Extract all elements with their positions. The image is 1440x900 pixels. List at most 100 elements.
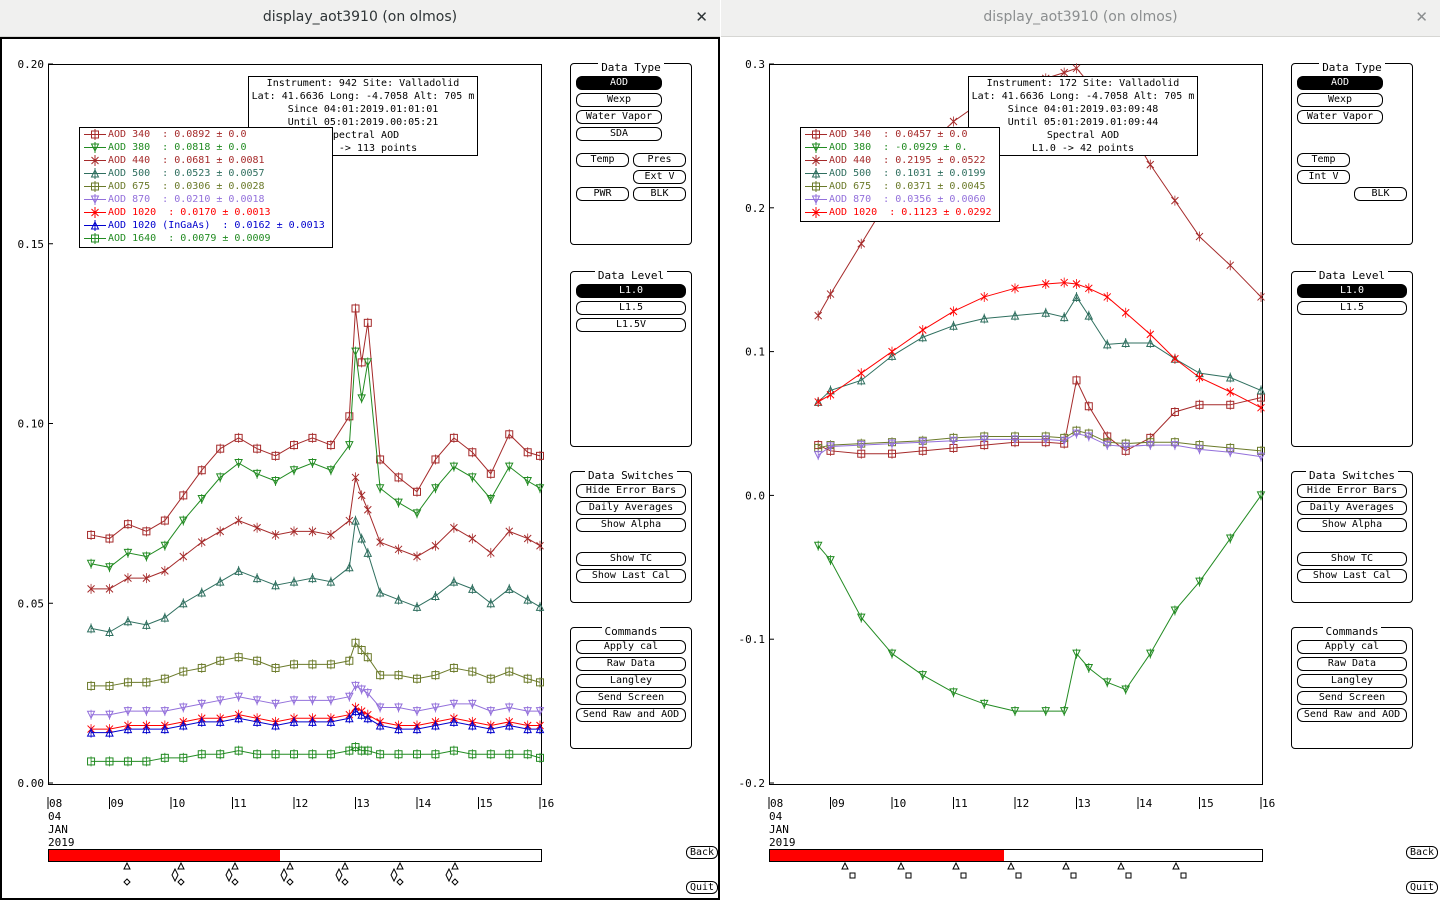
legend-entry: AOD 1640 : 0.0079 ± 0.0009 xyxy=(80,232,332,245)
legend-marker-icon xyxy=(84,142,106,153)
btn-send-screen[interactable]: Send Screen xyxy=(1297,691,1407,705)
file-marker-icon xyxy=(177,861,185,870)
panel-title-text: Data Level xyxy=(594,269,668,282)
btn-int-v[interactable]: Int V xyxy=(1297,170,1350,184)
legend-marker-icon xyxy=(84,207,106,218)
btn-raw-data[interactable]: Raw Data xyxy=(576,657,686,671)
btn-water-vapor[interactable]: Water Vapor xyxy=(1297,110,1383,124)
plot-area[interactable] xyxy=(48,64,542,785)
btn-langley[interactable]: Langley xyxy=(576,674,686,688)
file-marker-icon xyxy=(952,861,960,870)
legend-label: AOD 675 : 0.0371 ± 0.0045 xyxy=(829,181,986,192)
btn-daily-averages[interactable]: Daily Averages xyxy=(576,501,686,515)
btn-water-vapor[interactable]: Water Vapor xyxy=(576,110,662,124)
y-tick-label: -0.2 xyxy=(739,777,766,790)
quit-button[interactable]: Quit xyxy=(686,881,719,894)
btn-raw-data[interactable]: Raw Data xyxy=(1297,657,1407,671)
btn-send-raw-and-aod[interactable]: Send Raw and AOD xyxy=(576,708,686,722)
info-line: Lat: 41.6636 Long: -4.7058 Alt: 705 m xyxy=(251,91,475,102)
panel-commands: Commands Apply cal Raw Data Langley Send Scr… xyxy=(570,625,692,749)
window-instrument-172: display_aot3910 (on olmos) ✕ 0.3 0.2 0.1 0.… xyxy=(721,0,1440,900)
legend-label: AOD 500 : 0.0523 ± 0.0057 xyxy=(108,168,265,179)
time-progress-bar[interactable] xyxy=(769,849,1263,862)
btn-show-last-cal[interactable]: Show Last Cal xyxy=(576,569,686,583)
btn-temp[interactable]: Temp xyxy=(1297,153,1350,167)
legend: AOD 340 : 0.0457 ± 0.0 AOD 380 : -0.0929 … xyxy=(800,127,1000,222)
btn-wexp[interactable]: Wexp xyxy=(1297,93,1383,107)
window-title: display_aot3910 (on olmos) xyxy=(983,9,1178,25)
btn-wexp[interactable]: Wexp xyxy=(576,93,662,107)
quit-button[interactable]: Quit xyxy=(1406,881,1439,894)
btn-hide-error-bars[interactable]: Hide Error Bars xyxy=(576,484,686,498)
btn-hide-error-bars[interactable]: Hide Error Bars xyxy=(1297,484,1407,498)
file-marker-icon xyxy=(841,861,849,870)
time-progress-bar[interactable] xyxy=(48,849,542,862)
file-marker-icon xyxy=(396,861,404,870)
btn-aod[interactable]: AOD xyxy=(576,76,662,90)
legend-label: AOD 340 : 0.0457 ± 0.0 xyxy=(829,129,968,140)
x-tick-label: 16 xyxy=(1262,797,1275,810)
btn-show-alpha[interactable]: Show Alpha xyxy=(576,518,686,532)
legend-label: AOD 1020 : 0.0170 ± 0.0013 xyxy=(108,207,271,218)
btn-l1-5v[interactable]: L1.5V xyxy=(576,318,686,332)
btn-pwr[interactable]: PWR xyxy=(576,187,629,201)
y-tick-label: 0.1 xyxy=(745,346,765,359)
btn-show-last-cal[interactable]: Show Last Cal xyxy=(1297,569,1407,583)
btn-l1-5[interactable]: L1.5 xyxy=(1297,301,1407,315)
btn-ext-v[interactable]: Ext V xyxy=(633,170,686,184)
x-tick-label: 08 xyxy=(770,797,783,810)
btn-show-tc[interactable]: Show TC xyxy=(1297,552,1407,566)
file-marker-icon xyxy=(225,867,233,883)
info-line: Since 04:01:2019.01:01:01 xyxy=(287,104,439,115)
btn-aod[interactable]: AOD xyxy=(1297,76,1383,90)
file-marker-icon xyxy=(341,878,349,886)
progress-fill xyxy=(770,850,1004,861)
btn-daily-averages[interactable]: Daily Averages xyxy=(1297,501,1407,515)
btn-pres[interactable]: Pres xyxy=(633,153,686,167)
x-date-label: 2019 xyxy=(48,836,75,849)
back-button[interactable]: Back xyxy=(686,846,719,859)
back-button[interactable]: Back xyxy=(1406,846,1439,859)
legend-marker xyxy=(812,130,820,139)
btn-l1-5[interactable]: L1.5 xyxy=(576,301,686,315)
legend-label: AOD 675 : 0.0306 ± 0.0028 xyxy=(108,181,265,192)
panel-title-text: Data Type xyxy=(1319,61,1385,74)
x-date-label: 04 xyxy=(769,810,783,823)
legend-label: AOD 1020 : 0.1123 ± 0.0292 xyxy=(829,207,992,218)
titlebar[interactable]: display_aot3910 (on olmos) ✕ xyxy=(721,0,1440,37)
legend-entry: AOD 440 : 0.2195 ± 0.0522 xyxy=(801,154,999,167)
close-icon[interactable]: ✕ xyxy=(1415,8,1428,26)
plot-area[interactable] xyxy=(769,64,1263,785)
legend-entry: AOD 340 : 0.0457 ± 0.0 xyxy=(801,128,999,141)
legend-marker xyxy=(812,182,820,191)
close-icon[interactable]: ✕ xyxy=(695,8,708,26)
legend-label: AOD 380 : 0.0818 ± 0.0 xyxy=(108,142,247,153)
panel-data-type: Data Type AOD Wexp Water Vapor Temp Int V BLK xyxy=(1291,61,1413,245)
btn-sda[interactable]: SDA xyxy=(576,127,662,141)
btn-show-alpha[interactable]: Show Alpha xyxy=(1297,518,1407,532)
legend-marker-icon xyxy=(84,129,106,140)
file-marker-icon xyxy=(445,867,453,883)
btn-l1-0[interactable]: L1.0 xyxy=(576,284,686,298)
btn-show-tc[interactable]: Show TC xyxy=(576,552,686,566)
btn-l1-0[interactable]: L1.0 xyxy=(1297,284,1407,298)
x-tick-label: 12 xyxy=(295,797,308,810)
legend-label: AOD 500 : 0.1031 ± 0.0199 xyxy=(829,168,986,179)
file-marker-icon xyxy=(1070,872,1077,879)
info-line: Instrument: 942 Site: Valladolid xyxy=(266,78,460,89)
legend-entry: AOD 380 : 0.0818 ± 0.0 xyxy=(80,141,332,154)
btn-blk[interactable]: BLK xyxy=(633,187,686,201)
btn-langley[interactable]: Langley xyxy=(1297,674,1407,688)
btn-apply-cal[interactable]: Apply cal xyxy=(1297,640,1407,654)
file-marker-icon xyxy=(849,872,856,879)
titlebar[interactable]: display_aot3910 (on olmos) ✕ xyxy=(0,0,720,37)
btn-blk[interactable]: BLK xyxy=(1354,187,1407,201)
file-marker-icon xyxy=(286,861,294,870)
btn-send-screen[interactable]: Send Screen xyxy=(576,691,686,705)
x-tick-label: 13 xyxy=(357,797,370,810)
legend-marker-icon xyxy=(84,233,106,244)
panel-commands: Commands Apply cal Raw Data Langley Send Scr… xyxy=(1291,625,1413,749)
btn-temp[interactable]: Temp xyxy=(576,153,629,167)
btn-apply-cal[interactable]: Apply cal xyxy=(576,640,686,654)
btn-send-raw-and-aod[interactable]: Send Raw and AOD xyxy=(1297,708,1407,722)
